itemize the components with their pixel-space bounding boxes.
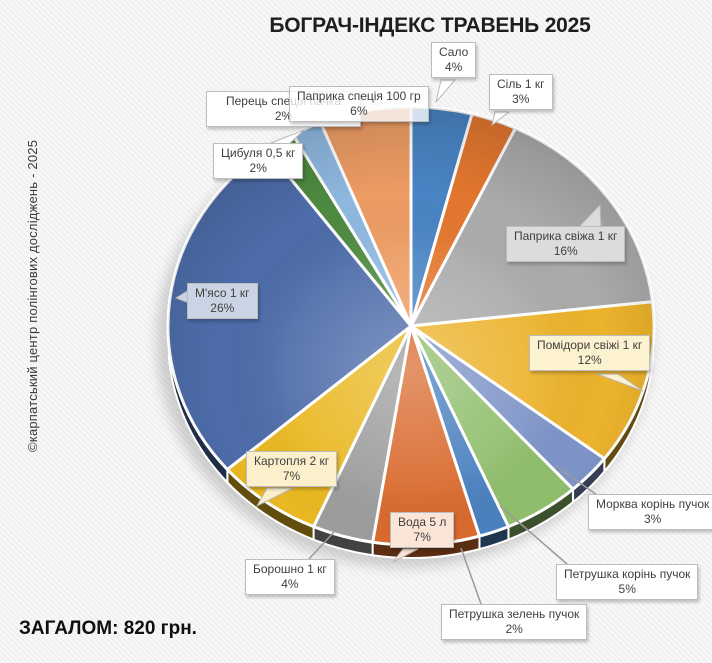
leader-line	[555, 465, 598, 496]
leader-line	[308, 531, 335, 560]
leader-line	[460, 547, 482, 605]
callout-pointer	[255, 487, 294, 508]
callout-pointer	[491, 111, 511, 127]
pie-sheen-overlay	[168, 107, 654, 545]
chart-title: БОГРАЧ-ІНДЕКС ТРАВЕНЬ 2025	[269, 14, 591, 37]
total-label: ЗАГАЛОМ: 820 грн.	[19, 618, 197, 639]
callout-pointer	[596, 373, 644, 392]
callout-pointer	[392, 548, 419, 563]
copyright-watermark: ©карпатський центр полінгових досліджень…	[25, 139, 40, 452]
leader-line	[499, 505, 568, 565]
callout-pointer	[435, 79, 457, 103]
callout-leader-lines	[174, 79, 644, 605]
